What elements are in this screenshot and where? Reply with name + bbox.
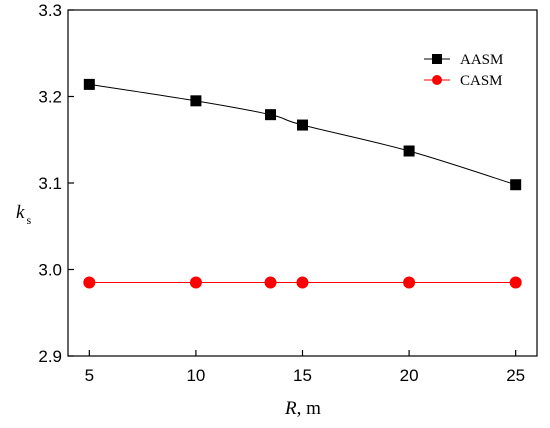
legend-marker-casm — [432, 75, 442, 85]
x-axis-title: R, m — [284, 398, 321, 419]
legend-label-casm: CASM — [460, 73, 503, 89]
data-point-casm — [189, 276, 202, 289]
x-axis-var: R — [284, 398, 297, 419]
x-tick-label: 10 — [186, 366, 205, 385]
data-point-casm — [296, 276, 309, 289]
y-axis-var: k — [16, 202, 25, 223]
series-layer — [83, 78, 522, 289]
x-tick-label: 25 — [506, 366, 525, 385]
y-tick-label: 2.9 — [38, 347, 62, 366]
y-tick-label: 3.0 — [38, 261, 62, 280]
y-axis-subscript: s — [26, 213, 31, 227]
y-tick-label: 3.2 — [38, 88, 62, 107]
legend-label-aasm: AASM — [460, 52, 503, 68]
data-point-casm — [264, 276, 277, 289]
axis-ticks: 5 10 15 20 25 2.9 3.0 3.1 3.2 3.3 — [38, 1, 525, 385]
legend: AASM CASM — [424, 52, 503, 89]
x-axis-unit: , m — [297, 398, 322, 419]
data-point-aasm — [297, 119, 308, 131]
series-line-aasm — [89, 83, 516, 186]
y-tick-label: 3.3 — [38, 1, 62, 20]
data-point-aasm — [190, 95, 202, 107]
x-tick-label: 5 — [85, 366, 94, 385]
data-point-casm — [509, 276, 522, 289]
data-point-aasm — [265, 109, 277, 121]
legend-marker-aasm — [432, 54, 442, 64]
data-point-casm — [403, 276, 416, 289]
data-point-casm — [83, 276, 96, 289]
data-point-aasm — [403, 145, 415, 157]
x-tick-label: 20 — [400, 366, 419, 385]
data-point-aasm — [510, 179, 522, 191]
data-point-aasm — [83, 78, 95, 90]
x-tick-label: 15 — [293, 366, 312, 385]
y-tick-label: 3.1 — [38, 174, 62, 193]
